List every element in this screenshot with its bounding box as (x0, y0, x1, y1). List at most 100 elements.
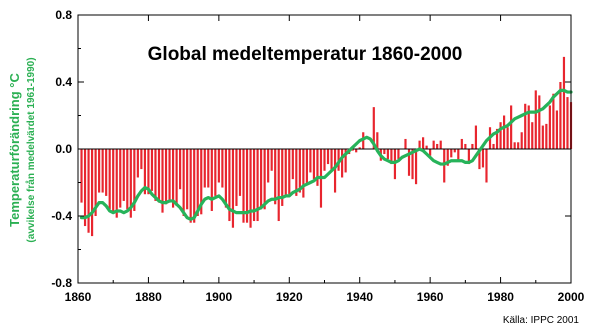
bar-1892 (189, 149, 192, 223)
bar-1897 (207, 149, 210, 188)
bar-1985 (517, 142, 520, 149)
bar-1907 (242, 149, 245, 223)
x-axis: 1860 1880 1900 1920 1940 1960 1980 2000 (65, 15, 585, 304)
bar-1959 (425, 145, 428, 149)
bar-1901 (221, 149, 224, 188)
bar-1923 (298, 149, 301, 193)
bar-1921 (291, 149, 294, 180)
bar-1940 (358, 147, 361, 149)
bar-1956 (414, 149, 418, 185)
bar-1905 (235, 149, 238, 206)
bar-1918 (281, 149, 284, 206)
bar-1898 (210, 149, 213, 211)
bar-1865 (94, 149, 97, 216)
bar-1889 (179, 149, 182, 190)
bar-1887 (171, 149, 175, 208)
x-tick-label-1960: 1960 (417, 290, 444, 304)
bar-1954 (407, 149, 411, 176)
x-tick-label-1860: 1860 (65, 290, 92, 304)
bar-1910 (252, 149, 256, 222)
bar-1867 (101, 149, 104, 193)
bar-1972 (471, 143, 474, 149)
bar-1888 (175, 149, 178, 206)
bar-1965 (446, 149, 449, 166)
x-tick-label-1920: 1920 (276, 290, 303, 304)
bar-1911 (256, 149, 259, 222)
bar-1993 (545, 123, 548, 150)
bar-1938 (351, 149, 354, 151)
bar-1891 (186, 149, 189, 210)
bar-1992 (541, 125, 544, 149)
bar-1882 (154, 149, 157, 201)
bar-1878 (140, 149, 143, 170)
bar-1990 (534, 90, 537, 149)
bar-1903 (228, 149, 231, 222)
bar-1995 (552, 93, 555, 149)
bar-1951 (397, 149, 400, 160)
bar-1869 (108, 149, 111, 210)
bar-1926 (309, 149, 312, 173)
bar-1955 (411, 149, 414, 180)
smoothed-line-group (79, 88, 573, 221)
bar-1902 (224, 149, 227, 208)
bar-1966 (450, 149, 453, 158)
bar-1945 (376, 132, 379, 149)
y-tick-label-1: -0.4 (51, 209, 72, 223)
bar-1884 (161, 149, 164, 213)
bar-1971 (467, 149, 470, 165)
bar-1924 (302, 149, 305, 198)
bar-1879 (143, 149, 146, 195)
bar-1928 (316, 149, 319, 186)
bar-1953 (404, 138, 407, 149)
bar-1877 (136, 149, 139, 178)
bar-1964 (443, 149, 446, 183)
bar-1973 (474, 125, 478, 149)
bar-1868 (105, 149, 108, 196)
bar-1950 (393, 149, 397, 180)
x-tick-label-1940: 1940 (346, 290, 373, 304)
bar-1925 (305, 149, 308, 185)
smoothed-line (79, 88, 573, 221)
bar-1994 (548, 105, 551, 149)
bar-1963 (439, 140, 442, 150)
bar-1931 (326, 149, 330, 165)
bar-1987 (524, 103, 527, 149)
anomaly-bars (80, 56, 573, 237)
bar-1986 (520, 132, 523, 149)
bar-1982 (506, 127, 509, 149)
bar-1991 (538, 95, 541, 149)
bar-1874 (126, 149, 129, 210)
bar-1908 (245, 149, 249, 223)
bar-1947 (383, 149, 386, 155)
bar-1974 (478, 149, 481, 170)
bar-1863 (87, 149, 90, 233)
bar-1997 (559, 82, 562, 149)
chart-title: Global medeltemperatur 1860-2000 (148, 44, 463, 65)
x-tick-label-1980: 1980 (487, 290, 514, 304)
bar-1978 (492, 143, 495, 149)
bar-1890 (182, 149, 185, 216)
x-tick-label-1880: 1880 (135, 290, 162, 304)
bar-1949 (390, 149, 393, 165)
y-tick-label-3: 0.4 (55, 75, 72, 89)
bar-1904 (231, 149, 235, 228)
bar-1873 (122, 149, 125, 201)
bar-1969 (460, 138, 463, 149)
bar-1894 (196, 149, 199, 216)
bar-1862 (83, 149, 87, 227)
bar-1932 (330, 149, 333, 171)
y-axis-sublabel: (avvikelse från medelvärdet 1961-1990) (25, 57, 37, 242)
bar-1948 (386, 149, 389, 160)
bar-1975 (481, 149, 485, 168)
bar-1917 (277, 149, 280, 222)
bar-1883 (157, 149, 161, 203)
bar-1980 (499, 122, 502, 149)
bar-1999 (566, 97, 569, 149)
bar-1933 (333, 149, 337, 193)
y-tick-label-4: 0.8 (55, 8, 72, 22)
bar-1936 (344, 149, 347, 173)
bar-1872 (119, 149, 122, 208)
bar-1960 (429, 149, 432, 156)
bar-1909 (249, 149, 252, 228)
bar-1899 (214, 149, 217, 196)
